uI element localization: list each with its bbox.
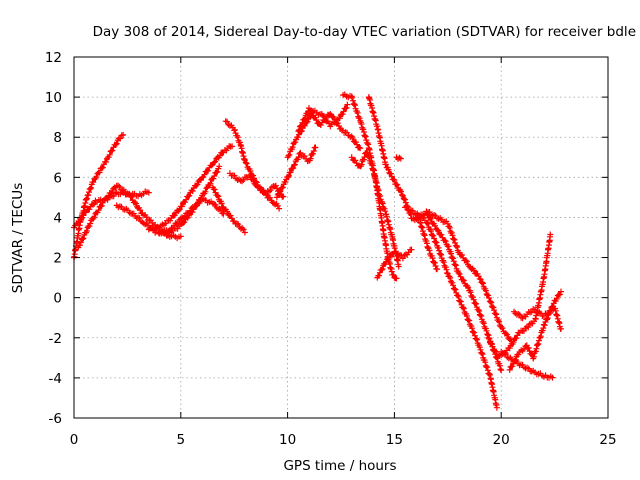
x-axis-label: GPS time / hours [283, 458, 396, 474]
series-markers [209, 184, 248, 236]
series-markers [295, 105, 364, 152]
series-markers [393, 154, 404, 162]
series-markers [222, 118, 283, 212]
series-track [273, 144, 319, 201]
series-track [511, 305, 564, 332]
series-markers [71, 131, 127, 261]
data-series [71, 91, 564, 411]
y-tick-label: 6 [53, 170, 62, 186]
series-track [75, 182, 184, 251]
x-tick-label: 15 [386, 432, 403, 448]
x-tick-label: 0 [70, 432, 79, 448]
series-track [423, 208, 515, 345]
series-track [222, 118, 283, 212]
series-track [506, 288, 564, 373]
series-track [209, 184, 248, 236]
series-track [393, 154, 404, 162]
axes: 0 5 10 15 20 25 -6 -4 -2 0 2 4 6 8 10 12 [45, 50, 617, 448]
x-tick-label: 25 [599, 432, 616, 448]
series-markers [402, 204, 500, 411]
y-tick-label: -2 [49, 331, 62, 347]
plot-border [73, 56, 609, 419]
y-tick-label: -6 [49, 411, 62, 427]
series-markers [156, 195, 227, 237]
series-markers [145, 143, 236, 233]
series-track [402, 204, 500, 411]
series-track [374, 246, 415, 281]
x-tick-label: 10 [279, 432, 296, 448]
chart-title: Day 308 of 2014, Sidereal Day-to-day VTE… [93, 24, 636, 40]
x-tick-label: 5 [177, 432, 186, 448]
series-track [485, 231, 554, 359]
series-track [365, 94, 441, 273]
series-track [295, 105, 364, 152]
y-tick-label: 8 [53, 130, 62, 146]
y-tick-label: 0 [53, 291, 62, 307]
series-markers [498, 348, 556, 381]
series-markers [365, 94, 441, 273]
series-track [71, 131, 127, 261]
y-tick-label: 12 [45, 50, 62, 66]
series-track [498, 348, 556, 381]
y-tick-label: 10 [45, 90, 62, 106]
series-markers [511, 305, 564, 332]
series-track [145, 143, 236, 233]
y-tick-label: 2 [53, 251, 62, 267]
y-axis-label: SDTVAR / TECUs [10, 183, 26, 293]
series-markers [374, 246, 415, 281]
series-markers [273, 144, 319, 201]
series-markers [423, 208, 515, 345]
series-track [156, 195, 227, 237]
series-markers [75, 182, 184, 251]
y-tick-label: -4 [49, 371, 62, 387]
x-tick-label: 20 [493, 432, 510, 448]
series-markers [485, 231, 554, 359]
y-tick-label: 4 [53, 210, 62, 226]
series-markers [506, 288, 564, 373]
